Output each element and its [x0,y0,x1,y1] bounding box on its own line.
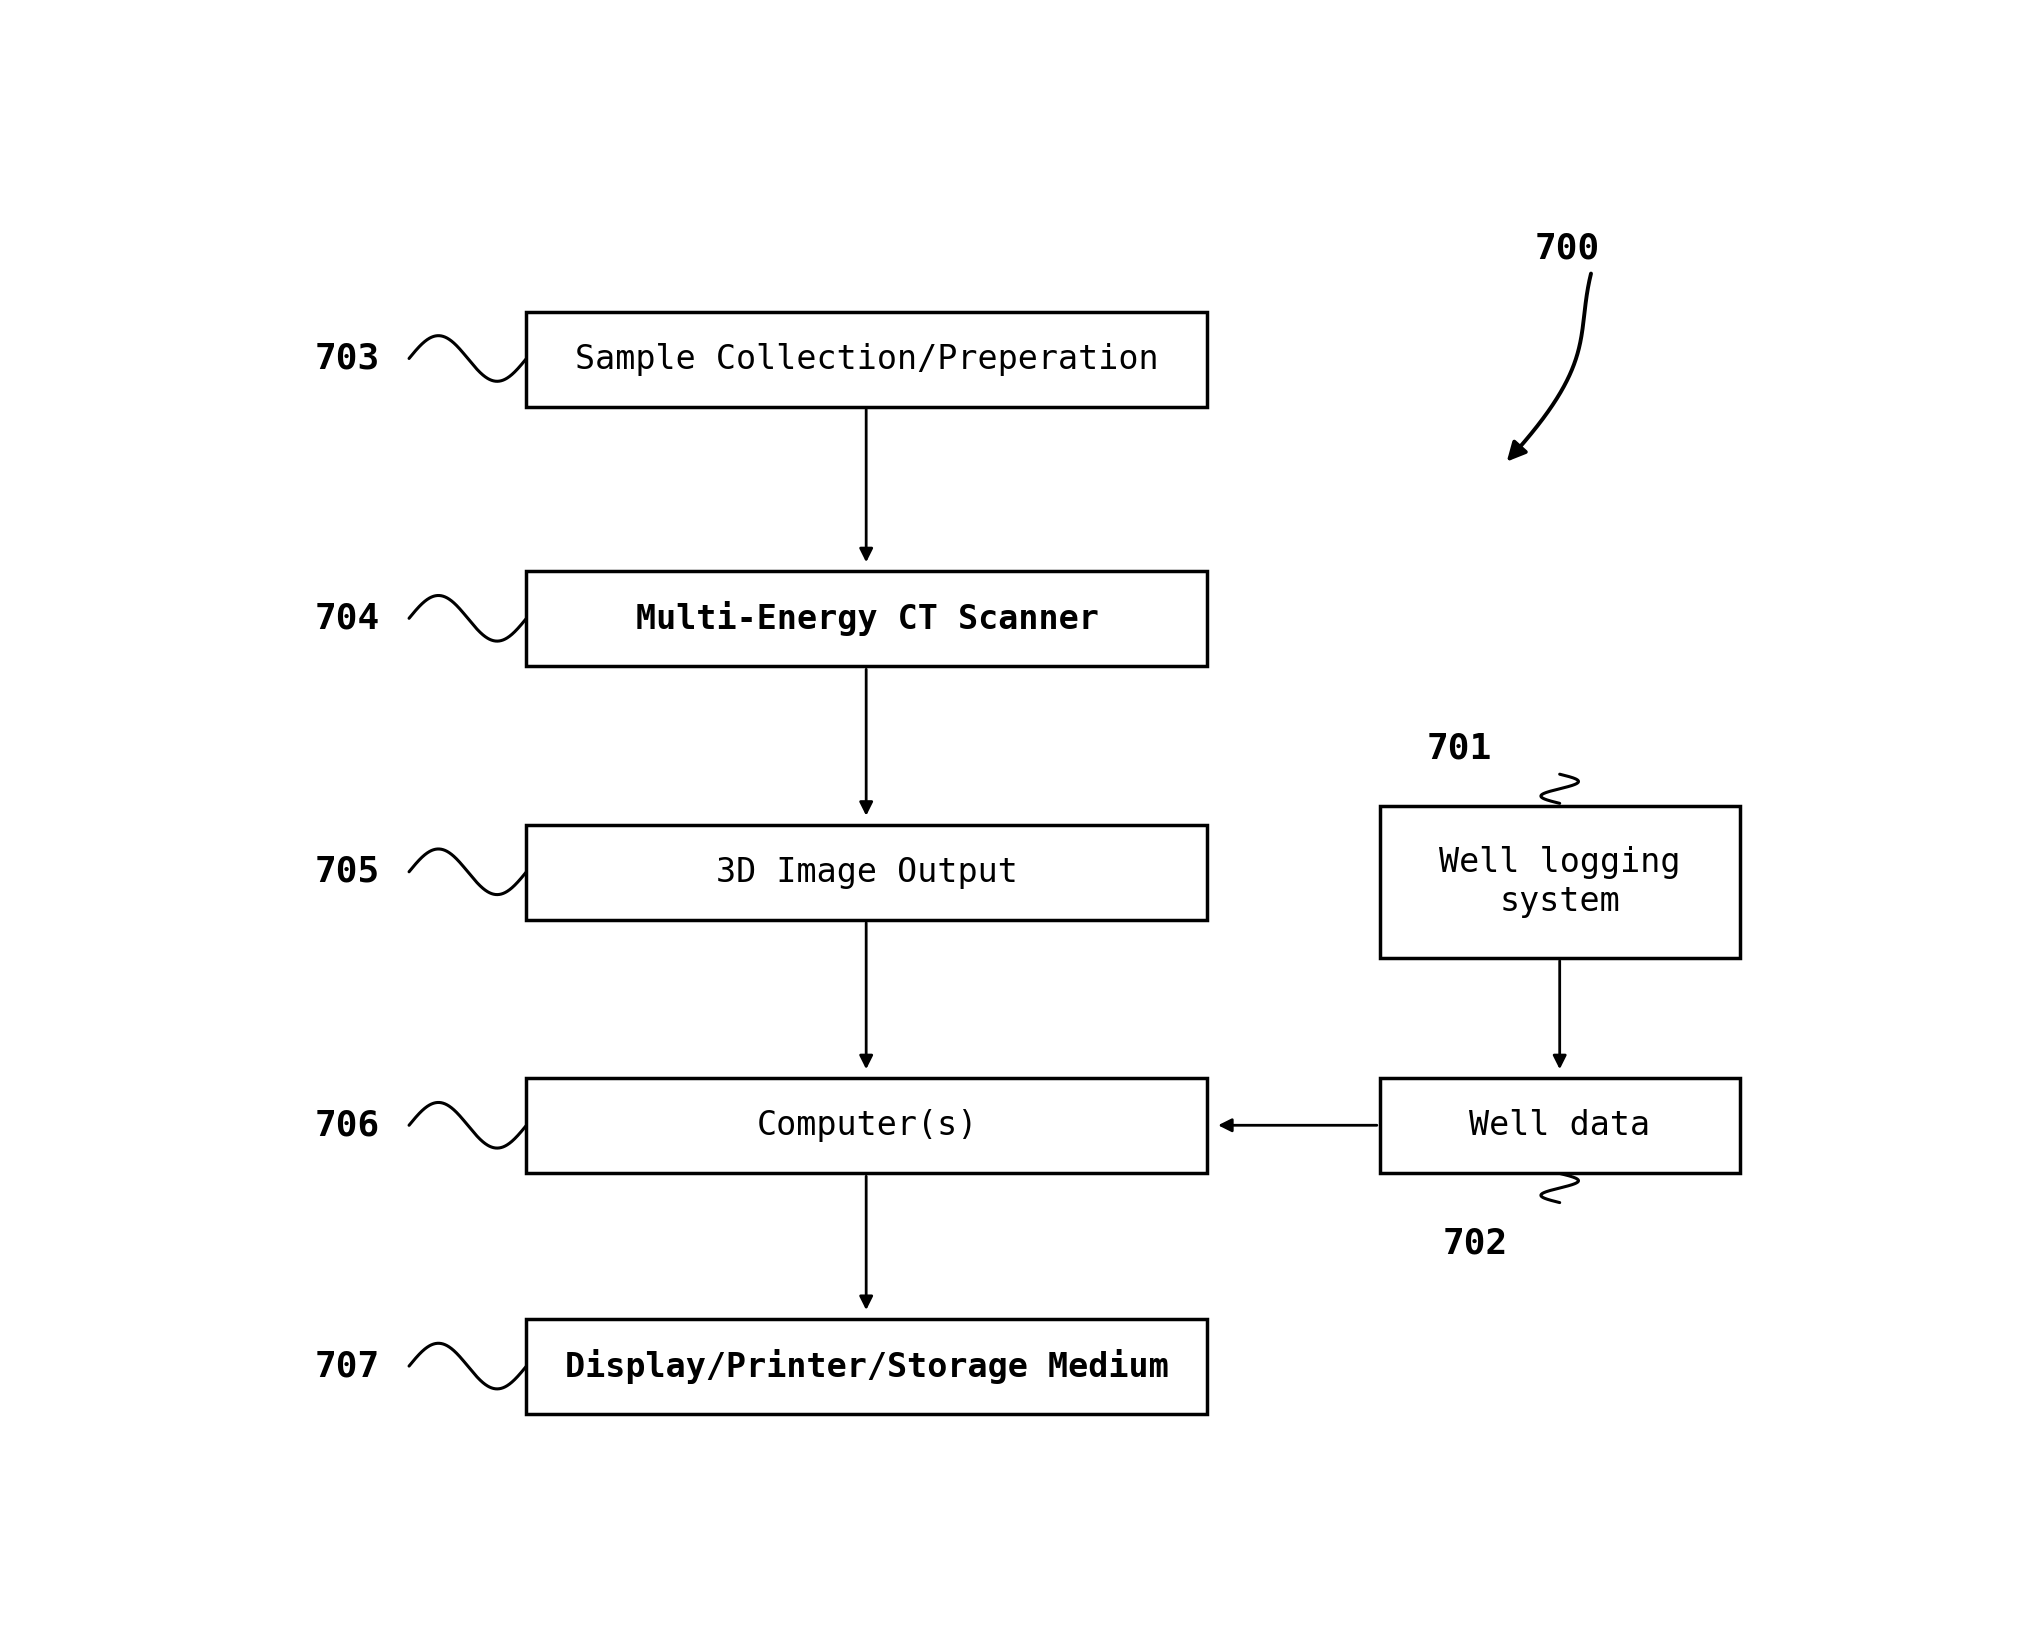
FancyBboxPatch shape [1380,807,1739,958]
Text: 705: 705 [315,854,380,889]
Text: Multi-Energy CT Scanner: Multi-Energy CT Scanner [636,601,1099,637]
FancyBboxPatch shape [1380,1078,1739,1174]
FancyBboxPatch shape [527,825,1208,920]
Text: 702: 702 [1442,1226,1507,1261]
FancyBboxPatch shape [527,311,1208,407]
Text: Sample Collection/Preperation: Sample Collection/Preperation [576,342,1159,375]
Text: 700: 700 [1535,230,1600,265]
FancyBboxPatch shape [527,1078,1208,1174]
Text: 706: 706 [315,1108,380,1142]
Text: 707: 707 [315,1350,380,1383]
FancyBboxPatch shape [527,1318,1208,1414]
Text: 703: 703 [315,341,380,375]
Text: Display/Printer/Storage Medium: Display/Printer/Storage Medium [566,1350,1170,1384]
Text: Well logging
system: Well logging system [1438,846,1681,917]
Text: 704: 704 [315,601,380,635]
Text: Computer(s): Computer(s) [755,1109,978,1142]
Text: 701: 701 [1426,732,1493,765]
Text: Well data: Well data [1469,1109,1650,1142]
FancyBboxPatch shape [527,571,1208,667]
Text: 3D Image Output: 3D Image Output [715,856,1018,889]
